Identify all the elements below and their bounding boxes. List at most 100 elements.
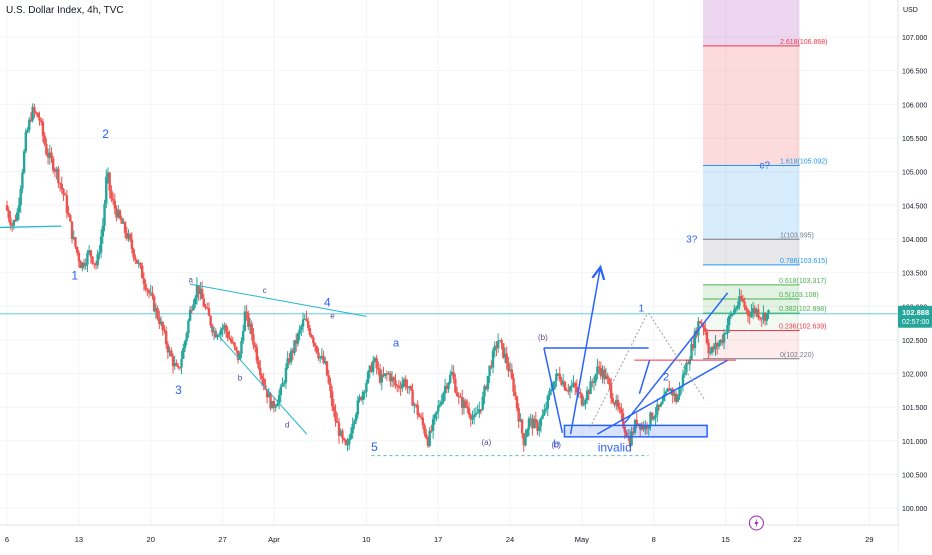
candle-body [698, 321, 702, 324]
candle-body [676, 396, 680, 402]
candle-body [532, 419, 536, 429]
fib-level-label: 0(102.220) [780, 352, 814, 359]
candle-body [40, 120, 43, 122]
wave-label: b [238, 373, 243, 382]
candle-body [431, 418, 435, 431]
candle-body [53, 170, 57, 172]
candle-body [650, 412, 654, 420]
candle-body [240, 340, 243, 354]
price-tick: 103.500 [902, 271, 927, 278]
candle-body [539, 418, 543, 427]
trendline-drawing [596, 359, 729, 435]
candle-body [508, 369, 512, 372]
candle-body [505, 353, 508, 364]
candle-body [418, 415, 421, 417]
fib-zone [703, 165, 800, 240]
candle-body [674, 393, 678, 402]
candle-body [52, 158, 55, 171]
candle-body [604, 375, 608, 380]
candle-body [512, 378, 515, 392]
time-tick: 10 [362, 535, 370, 544]
candle-body [466, 406, 469, 409]
candle-body [746, 309, 750, 316]
candle-body [404, 379, 407, 387]
candle-body [455, 392, 459, 397]
candle-body [48, 152, 51, 158]
price-axis-bg [898, 0, 932, 550]
candle-body [117, 210, 120, 218]
candle-body [606, 375, 609, 379]
candle-body [762, 313, 765, 320]
candle-body [342, 438, 346, 440]
candle-body [372, 360, 375, 372]
candle-body [496, 341, 500, 349]
candle-body [630, 431, 633, 446]
candle-body [28, 119, 31, 130]
candle-body [486, 375, 490, 390]
price-tag-countdown: 02:57:00 [902, 319, 929, 326]
time-tick: 22 [793, 535, 801, 544]
candle-body [514, 391, 517, 397]
candle-body [171, 356, 175, 367]
candle-body [572, 383, 575, 386]
fib-zone [703, 45, 800, 166]
wave-label: 4 [324, 295, 331, 309]
candle-body [568, 386, 572, 391]
candle-body [704, 328, 707, 332]
candle-body [714, 342, 717, 350]
candle-body [594, 374, 597, 383]
candle-body [137, 263, 140, 265]
candle-body [231, 342, 235, 344]
candle-body [579, 392, 582, 395]
candle-body [392, 377, 395, 381]
candle-body [175, 362, 178, 366]
candle-body [481, 396, 484, 410]
box-drawing [563, 424, 708, 438]
candle-body [247, 313, 250, 327]
candle-body [156, 308, 159, 319]
candle-body [603, 369, 606, 380]
candle-body [209, 315, 212, 326]
candle-body [373, 358, 377, 361]
candle-body [57, 168, 60, 184]
candle-body [99, 236, 103, 253]
candle-body [690, 344, 693, 360]
candle-body [484, 386, 488, 390]
candle-body [649, 412, 652, 427]
candle-body [358, 397, 361, 401]
wave-label: 3 [175, 383, 182, 397]
wave-label: invalid [598, 441, 632, 455]
candle-body [274, 406, 277, 408]
candle-body [288, 358, 291, 363]
wave-label: a [393, 338, 400, 350]
candle-body [731, 314, 734, 316]
fib-level-label: 0.618(103.317) [779, 278, 826, 285]
fib-level-label: 1(103.995) [780, 232, 814, 239]
candle-body [365, 382, 368, 392]
candle-body [74, 237, 77, 247]
fib-level-label: 0.5(103.108) [779, 292, 819, 299]
candle-body [638, 423, 642, 430]
candle-body [717, 343, 721, 347]
candle-body [712, 346, 715, 350]
wave-label: e [330, 311, 335, 320]
candle-body [443, 386, 447, 394]
candle-body [729, 314, 733, 317]
candle-body [442, 393, 445, 402]
price-tick: 101.000 [902, 439, 927, 446]
candle-body [662, 394, 666, 402]
trendline-drawing [0, 225, 62, 229]
candle-body [144, 283, 147, 290]
candle-body [182, 348, 185, 359]
candle-body [346, 444, 349, 446]
candle-body [476, 412, 479, 414]
candle-body [666, 388, 669, 392]
candle-body [613, 402, 616, 406]
candle-body [370, 365, 373, 372]
candle-body [91, 256, 94, 264]
time-tick: 24 [506, 535, 514, 544]
candle-body [652, 417, 656, 420]
candle-body [337, 422, 341, 436]
